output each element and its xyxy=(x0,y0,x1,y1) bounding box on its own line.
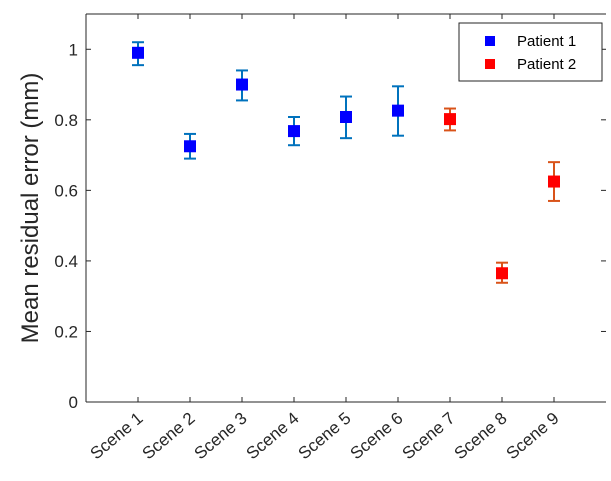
data-point xyxy=(496,267,508,280)
legend-marker xyxy=(485,59,495,69)
y-tick-label: 0 xyxy=(69,393,78,412)
y-axis-title: Mean residual error (mm) xyxy=(17,73,44,344)
y-tick-label: 0.8 xyxy=(54,111,78,130)
legend-marker xyxy=(485,36,495,46)
x-tick-label: Scene 1 xyxy=(87,409,147,464)
x-tick-label: Scene 5 xyxy=(295,409,355,464)
x-tick-label: Scene 8 xyxy=(451,409,511,464)
y-tick-label: 0.4 xyxy=(54,252,78,271)
x-tick-label: Scene 3 xyxy=(191,409,251,464)
data-point xyxy=(392,104,404,117)
data-point xyxy=(132,46,144,59)
data-point xyxy=(444,113,456,126)
data-point xyxy=(340,110,352,123)
x-tick-label: Scene 4 xyxy=(243,409,303,464)
y-tick-label: 0.2 xyxy=(54,322,78,341)
legend-box xyxy=(458,22,603,82)
x-tick-label: Scene 9 xyxy=(503,409,563,464)
y-tick-label: 0.6 xyxy=(54,181,78,200)
data-point xyxy=(548,175,560,188)
data-point xyxy=(184,140,196,153)
legend-label: Patient 1 xyxy=(517,33,576,50)
y-tick-label: 1 xyxy=(69,40,78,59)
x-tick-label: Scene 2 xyxy=(139,409,199,464)
legend-label: Patient 2 xyxy=(517,56,576,73)
data-point xyxy=(288,125,300,138)
data-point xyxy=(236,78,248,91)
x-tick-label: Scene 6 xyxy=(347,409,407,464)
x-tick-label: Scene 7 xyxy=(399,409,459,464)
